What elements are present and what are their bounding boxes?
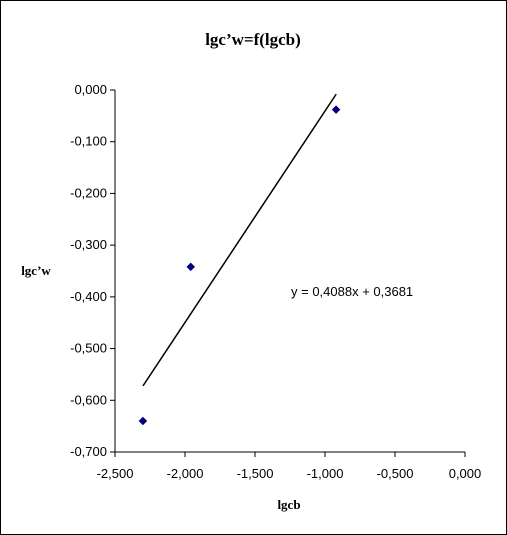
y-tick-label: -0,300 — [70, 237, 107, 252]
y-tick-label: -0,600 — [70, 392, 107, 407]
x-axis-title: lgcb — [277, 497, 300, 512]
trendline — [142, 93, 337, 387]
x-tick-label: -1,000 — [307, 466, 344, 481]
chart-title: lgc’w=f(lgcb) — [205, 30, 301, 49]
y-tick-label: 0,000 — [74, 82, 107, 97]
x-tick-label: -0,500 — [377, 466, 414, 481]
x-tick-label: -2,000 — [167, 466, 204, 481]
y-tick-label: -0,200 — [70, 185, 107, 200]
data-point — [186, 262, 196, 272]
y-tick-label: -0,700 — [70, 444, 107, 459]
y-tick-label: -0,400 — [70, 289, 107, 304]
data-point — [331, 105, 341, 115]
x-tick-label: -2,500 — [97, 466, 134, 481]
y-axis-title: lgc’w — [21, 263, 51, 278]
data-point — [138, 416, 148, 426]
x-tick-label: -1,500 — [237, 466, 274, 481]
marks-group — [138, 93, 341, 426]
y-tick-label: -0,500 — [70, 341, 107, 356]
x-tick-label: 0,000 — [449, 466, 482, 481]
axes-group: 0,000 -0,100 -0,200 -0,300 -0,400 -0,500 -0,60… — [70, 82, 481, 481]
y-tick-label: -0,100 — [70, 134, 107, 149]
trendline-equation: y = 0,4088x + 0,3681 — [291, 284, 413, 299]
